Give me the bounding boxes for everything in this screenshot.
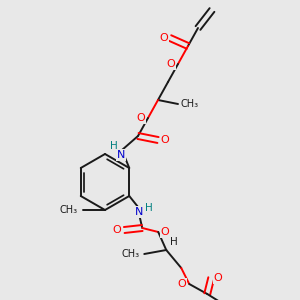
Text: O: O — [160, 135, 169, 145]
Text: CH₃: CH₃ — [60, 205, 78, 215]
Text: H: H — [110, 141, 118, 151]
Text: O: O — [113, 225, 122, 235]
Text: H: H — [170, 237, 178, 247]
Text: CH₃: CH₃ — [181, 99, 199, 109]
Text: O: O — [178, 279, 187, 289]
Text: N: N — [117, 150, 125, 160]
Text: O: O — [161, 227, 170, 237]
Text: N: N — [135, 207, 143, 217]
Text: O: O — [136, 113, 146, 123]
Text: H: H — [146, 203, 153, 213]
Text: CH₃: CH₃ — [121, 249, 139, 259]
Text: O: O — [167, 59, 176, 69]
Text: O: O — [160, 33, 168, 43]
Text: O: O — [214, 273, 223, 283]
